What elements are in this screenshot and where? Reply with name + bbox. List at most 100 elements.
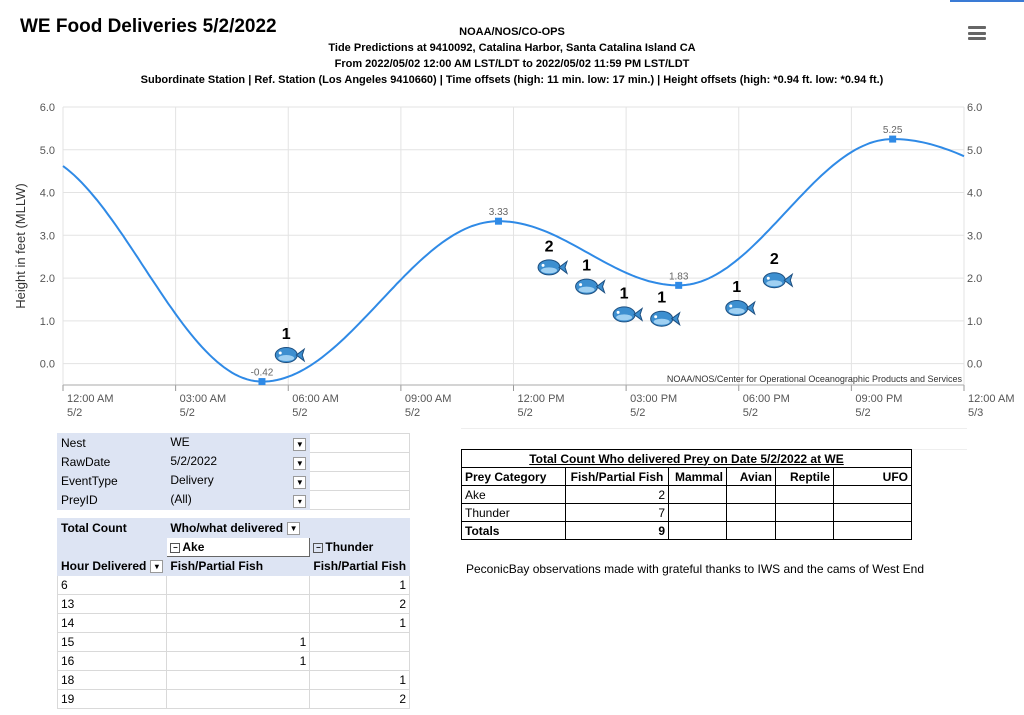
thunder-cell: 1: [309, 670, 411, 690]
x-tick-label: 12:00 PM: [518, 393, 565, 405]
subheader-ake: Fish/Partial Fish: [166, 556, 311, 576]
header-fish: Fish/Partial Fish: [565, 467, 669, 486]
fish-icon: [650, 310, 681, 327]
table-row: 14 1: [56, 613, 411, 633]
filter-value-text: WE: [170, 435, 190, 449]
chart-header-agency: NOAA/NOS/CO-OPS: [459, 26, 565, 38]
x-tick-date-label: 5/2: [855, 407, 870, 419]
y-tick-label-right: 0.0: [967, 359, 982, 371]
filter-label: RawDate: [56, 452, 168, 472]
empty-cell: [775, 521, 834, 540]
column-field-header[interactable]: Who/what delivered ▼: [166, 518, 311, 538]
empty-cell: [668, 503, 727, 522]
pivot-spacer: [58, 510, 410, 519]
empty-cell: [726, 485, 776, 504]
empty-cell: [309, 433, 411, 453]
collapse-icon[interactable]: −: [313, 542, 324, 553]
x-tick-label: 06:00 AM: [292, 393, 338, 405]
empty-cell: [833, 503, 912, 522]
fish-count: 2: [565, 485, 669, 504]
x-tick-label: 12:00 AM: [67, 393, 113, 405]
totals-label: Totals: [461, 521, 566, 540]
x-tick-label: 06:00 PM: [743, 393, 790, 405]
pivot-filter-row: PreyID (All) ▾: [56, 490, 411, 510]
pivot-table: Nest WE ▼ RawDate 5/2/2022 ▼ EventType Del…: [56, 433, 411, 709]
hour-cell: 15: [56, 632, 168, 652]
filter-funnel-icon[interactable]: ▼: [287, 522, 301, 536]
y-tick-label-right: 6.0: [967, 102, 982, 114]
collapse-icon[interactable]: −: [170, 542, 181, 553]
fish-icon: [762, 272, 794, 289]
x-tick-date-label: 5/2: [743, 407, 758, 419]
summary-header-row: Prey Category Fish/Partial Fish Mammal A…: [461, 467, 912, 486]
chart-header-offsets: Subordinate Station | Ref. Station (Los …: [140, 74, 884, 86]
x-tick-date-label: 5/2: [292, 407, 307, 419]
fish-icon: [612, 306, 644, 323]
x-tick-date-label: 5/2: [630, 407, 645, 419]
subheader-thunder: Fish/Partial Fish: [309, 556, 411, 576]
filter-funnel-icon[interactable]: ▼: [293, 438, 307, 451]
x-tick-date-label: 5/2: [180, 407, 195, 419]
filter-label: EventType: [56, 471, 168, 491]
prey-name: Ake: [461, 485, 566, 504]
header-reptile: Reptile: [775, 467, 834, 486]
thunder-cell: [309, 632, 411, 652]
table-row: Ake 2: [461, 485, 912, 504]
empty-cell: [56, 537, 168, 557]
filter-value: WE ▼: [166, 433, 311, 453]
hour-cell: 18: [56, 670, 168, 690]
y-tick-label-left: 4.0: [40, 188, 55, 200]
pivot-subheader-row: Hour Delivered ▾ Fish/Partial Fish Fish/P…: [56, 556, 411, 576]
thunder-cell: 1: [309, 575, 411, 595]
y-tick-label-right: 2.0: [967, 273, 982, 285]
chart-credit: NOAA/NOS/Center for Operational Oceanogr…: [667, 374, 963, 384]
y-tick-label-left: 0.0: [40, 359, 55, 371]
y-tick-label-left: 2.0: [40, 273, 55, 285]
group-ake[interactable]: − Ake: [166, 537, 311, 557]
x-tick-label: 03:00 AM: [180, 393, 226, 405]
group-label: Thunder: [325, 540, 374, 554]
filter-value-text: Delivery: [170, 473, 214, 487]
extremum-label: 5.25: [883, 125, 903, 136]
fish-icon: [274, 347, 306, 364]
empty-cell: [668, 485, 727, 504]
thunder-cell: 2: [309, 689, 411, 709]
x-tick-date-label: 5/2: [67, 407, 82, 419]
fish-icon: [537, 259, 569, 276]
header-mammal: Mammal: [668, 467, 727, 486]
empty-cell: [309, 518, 411, 538]
empty-cell: [309, 452, 411, 472]
page-title: WE Food Deliveries 5/2/2022: [20, 16, 277, 37]
header-ufo: UFO: [833, 467, 912, 486]
prey-name: Thunder: [461, 503, 566, 522]
filter-dropdown-icon[interactable]: ▾: [293, 495, 307, 508]
hour-cell: 19: [56, 689, 168, 709]
fish-count: 7: [565, 503, 669, 522]
y-axis-title: Height in feet (MLLW): [13, 183, 28, 308]
column-field-text: Who/what delivered: [170, 520, 284, 535]
y-tick-label-right: 1.0: [967, 316, 982, 328]
hamburger-menu-icon[interactable]: [968, 26, 986, 40]
x-tick-date-label: 5/2: [405, 407, 420, 419]
row-field-header[interactable]: Hour Delivered ▾: [56, 556, 168, 576]
totals-count: 9: [565, 521, 669, 540]
table-row: 18 1: [56, 670, 411, 690]
group-thunder[interactable]: − Thunder: [309, 537, 411, 557]
hour-cell: 14: [56, 613, 168, 633]
tide-line: [62, 138, 965, 383]
x-tick-label: 12:00 AM: [968, 393, 1014, 405]
delivery-count-label: 1: [620, 285, 629, 302]
top-accent-line: [950, 0, 1024, 2]
filter-funnel-icon[interactable]: ▼: [293, 476, 307, 489]
extremum-marker: [675, 281, 683, 289]
filter-funnel-icon[interactable]: ▼: [293, 457, 307, 470]
ake-cell: 1: [166, 651, 311, 671]
ake-cell: [166, 689, 311, 709]
extremum-marker: [889, 135, 897, 143]
extremum-marker: [258, 378, 266, 386]
delivery-count-label: 1: [657, 290, 666, 307]
spacer-cell: [58, 510, 410, 519]
extremum-label: 1.83: [669, 271, 689, 282]
filter-dropdown-icon[interactable]: ▾: [150, 560, 164, 574]
